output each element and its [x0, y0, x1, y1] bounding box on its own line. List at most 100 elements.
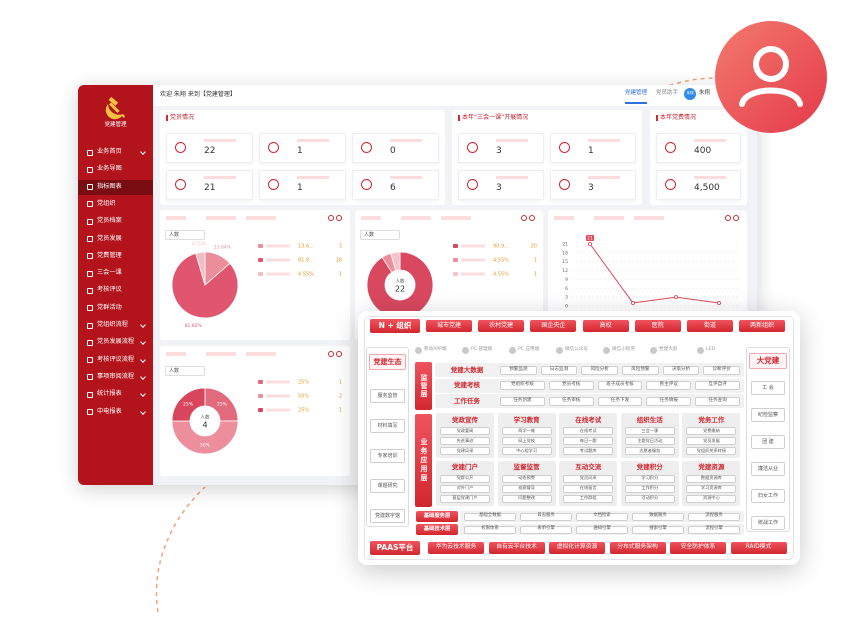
panel-tool[interactable] — [725, 215, 731, 221]
select-box[interactable]: 人数 — [360, 230, 400, 240]
welcome-text: 欢迎 朱翔 来到【党建管理】 — [160, 91, 236, 98]
base-item: 数据服务 — [632, 512, 684, 521]
legend-name-placeholder — [266, 244, 290, 248]
select-box[interactable]: 人数 — [165, 230, 205, 240]
base-item: 流程引擎 — [688, 525, 740, 534]
legend-value: 25% — [298, 380, 309, 386]
legend-count: 1 — [534, 272, 537, 278]
line-point — [674, 295, 679, 300]
legend-value: 4.55% — [493, 272, 509, 278]
panel-title-placeholder — [554, 216, 574, 220]
apply-item: 党组织关系转接 — [686, 447, 737, 455]
ecosystem-box — [366, 347, 409, 527]
apply-item: 基层党建门户 — [440, 494, 490, 503]
party-head: 大党建 — [749, 353, 787, 369]
menu-text: 指标图表 — [97, 182, 122, 190]
panel-tool[interactable] — [529, 215, 535, 221]
legend-name-placeholder — [266, 258, 290, 262]
topbar — [153, 85, 757, 106]
top-tab[interactable]: 党员助手 — [656, 90, 679, 96]
apply-item: 对外门户 — [440, 484, 490, 493]
menu-text: 三会一课 — [97, 269, 122, 277]
legend-count: 1 — [339, 380, 342, 386]
paas-item: 华为云技术服务 — [428, 542, 484, 554]
stat-label-placeholder — [390, 139, 422, 142]
supervise-item: 任务查询 — [695, 396, 740, 406]
slice-label: 13.64% — [214, 244, 232, 250]
stat-value: 3 — [496, 146, 502, 156]
channel-icon — [556, 347, 563, 354]
stat-value: 3 — [496, 183, 502, 193]
stat-label-placeholder — [694, 139, 726, 142]
ecosystem-item: 课题研究 — [370, 479, 405, 493]
panel-tool[interactable] — [521, 215, 527, 221]
apply-name: 组织生活 — [636, 415, 663, 424]
panel-tool[interactable] — [336, 215, 342, 221]
apply-item: 党费缴纳 — [686, 427, 737, 435]
panel-tool[interactable] — [328, 215, 334, 221]
stat-label-placeholder — [694, 176, 726, 179]
y-tick-label: 18 — [562, 250, 568, 256]
pie-slice — [390, 251, 401, 272]
legend-value: 4.55% — [493, 258, 509, 264]
channel-text: PC 管理端 — [471, 347, 493, 352]
data-label-bg — [586, 235, 594, 241]
y-tick-label: 12 — [562, 268, 568, 274]
legend-name-placeholder — [461, 272, 485, 276]
panel-tool[interactable] — [336, 351, 342, 357]
ecosystem-item: 专家培训 — [370, 449, 405, 463]
apply-name: 互动交流 — [575, 463, 602, 472]
slice-label: 25% — [183, 402, 194, 408]
legend-swatch — [453, 258, 458, 262]
menu-text: 党员发展流程 — [97, 338, 135, 346]
stat-value: 400 — [694, 146, 712, 156]
base-head: 基础技术层 — [416, 524, 458, 535]
org-item: 城市党建 — [426, 320, 472, 332]
apply-item: 工作积分 — [624, 484, 675, 493]
apply-name: 学习教育 — [513, 415, 540, 424]
top-tab[interactable]: 党建管理 — [625, 90, 648, 96]
stat-icon — [665, 142, 676, 153]
legend-count: 1 — [339, 408, 342, 414]
legend-swatch — [258, 408, 263, 412]
apply-head: 业务应用层 — [415, 414, 432, 507]
panel-title-placeholder — [441, 216, 471, 220]
menu-text: 党费管理 — [97, 251, 122, 259]
legend-swatch — [258, 272, 263, 276]
panel-tool[interactable] — [733, 215, 739, 221]
line-point — [631, 301, 636, 306]
menu-item[interactable] — [78, 179, 153, 195]
menu-text: 党组织流程 — [97, 321, 128, 328]
base-item: 文档检索 — [576, 512, 628, 521]
stat-icon — [175, 142, 186, 153]
stat-value: 1 — [297, 146, 303, 156]
logo-text: 党建管理 — [104, 122, 127, 128]
stat-icon — [268, 179, 279, 190]
slice-label: 4.55% — [192, 241, 207, 247]
menu-text: 业务导图 — [97, 165, 122, 173]
supervise-name: 党建考核 — [454, 381, 480, 390]
user-name: 朱翔 — [699, 90, 711, 96]
menu-icon — [87, 166, 93, 173]
supervise-item: 风险分析 — [581, 365, 618, 375]
panel-tool[interactable] — [328, 351, 334, 357]
apply-name: 监督监管 — [513, 463, 540, 472]
supervise-item: 党员考核 — [548, 381, 594, 390]
supervise-item: 互评自评 — [695, 381, 740, 390]
menu-text: 业务首页 — [97, 148, 122, 155]
channel-icon — [650, 347, 657, 354]
menu-text: 统计报表 — [97, 390, 122, 398]
select-box[interactable]: 人数 — [165, 366, 205, 376]
apply-item: 在线考试 — [563, 427, 614, 435]
title-marker — [166, 115, 168, 121]
user-icon-body — [739, 87, 803, 107]
slice-label: 81.82% — [185, 323, 203, 329]
pie-slice — [171, 387, 206, 422]
y-tick-label: 21 — [562, 242, 568, 248]
stats-title: 本年“三会一课”开展情况 — [462, 114, 529, 121]
apply-item: 动态预警 — [501, 474, 552, 483]
stats-title: 本年党费情况 — [660, 114, 697, 121]
